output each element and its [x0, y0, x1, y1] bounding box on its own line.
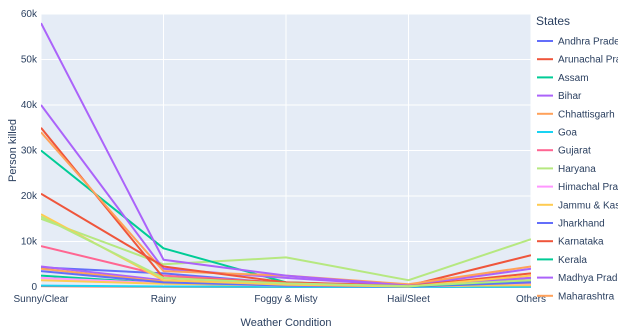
y-tick-label: 60k: [21, 9, 38, 20]
series-line: [41, 217, 531, 282]
legend-label: Goa: [558, 128, 577, 139]
legend-label: Jharkhand: [558, 219, 605, 230]
legend-label: Arunachal Pradesh: [558, 55, 618, 66]
x-tick-label: Foggy & Misty: [254, 294, 317, 305]
legend-title: States: [536, 14, 570, 28]
legend-label: Maharashtra: [558, 291, 615, 302]
series-line: [41, 104, 531, 287]
y-tick-label: 10k: [21, 237, 38, 248]
legend-label: Bihar: [558, 91, 582, 102]
x-axis-title: Weather Condition: [241, 317, 332, 329]
legend-label: Kerala: [558, 255, 587, 266]
x-tick-label: Sunny/Clear: [13, 294, 69, 305]
legend-label: Andhra Pradesh: [558, 37, 618, 48]
y-axis-title: Person killed: [7, 119, 19, 182]
legend-label: Chhattisgarh: [558, 109, 615, 120]
legend-label: Gujarat: [558, 146, 591, 157]
x-tick-label: Others: [516, 294, 546, 305]
legend-label: Jammu & Kashmir: [558, 200, 618, 211]
y-tick-label: 0: [31, 282, 37, 293]
x-tick-label: Hail/Sleet: [387, 294, 430, 305]
y-tick-label: 40k: [21, 100, 38, 111]
x-tick-label: Rainy: [151, 294, 177, 305]
legend-label: Karnataka: [558, 237, 604, 248]
legend-label: Madhya Pradesh: [558, 273, 618, 284]
series-line: [41, 284, 531, 288]
legend-label: Assam: [558, 73, 589, 84]
y-tick-label: 20k: [21, 191, 38, 202]
series-line: [41, 215, 531, 288]
y-tick-label: 30k: [21, 146, 38, 157]
legend-label: Himachal Pradesh: [558, 182, 618, 193]
y-tick-label: 50k: [21, 55, 38, 66]
legend-label: Haryana: [558, 164, 596, 175]
